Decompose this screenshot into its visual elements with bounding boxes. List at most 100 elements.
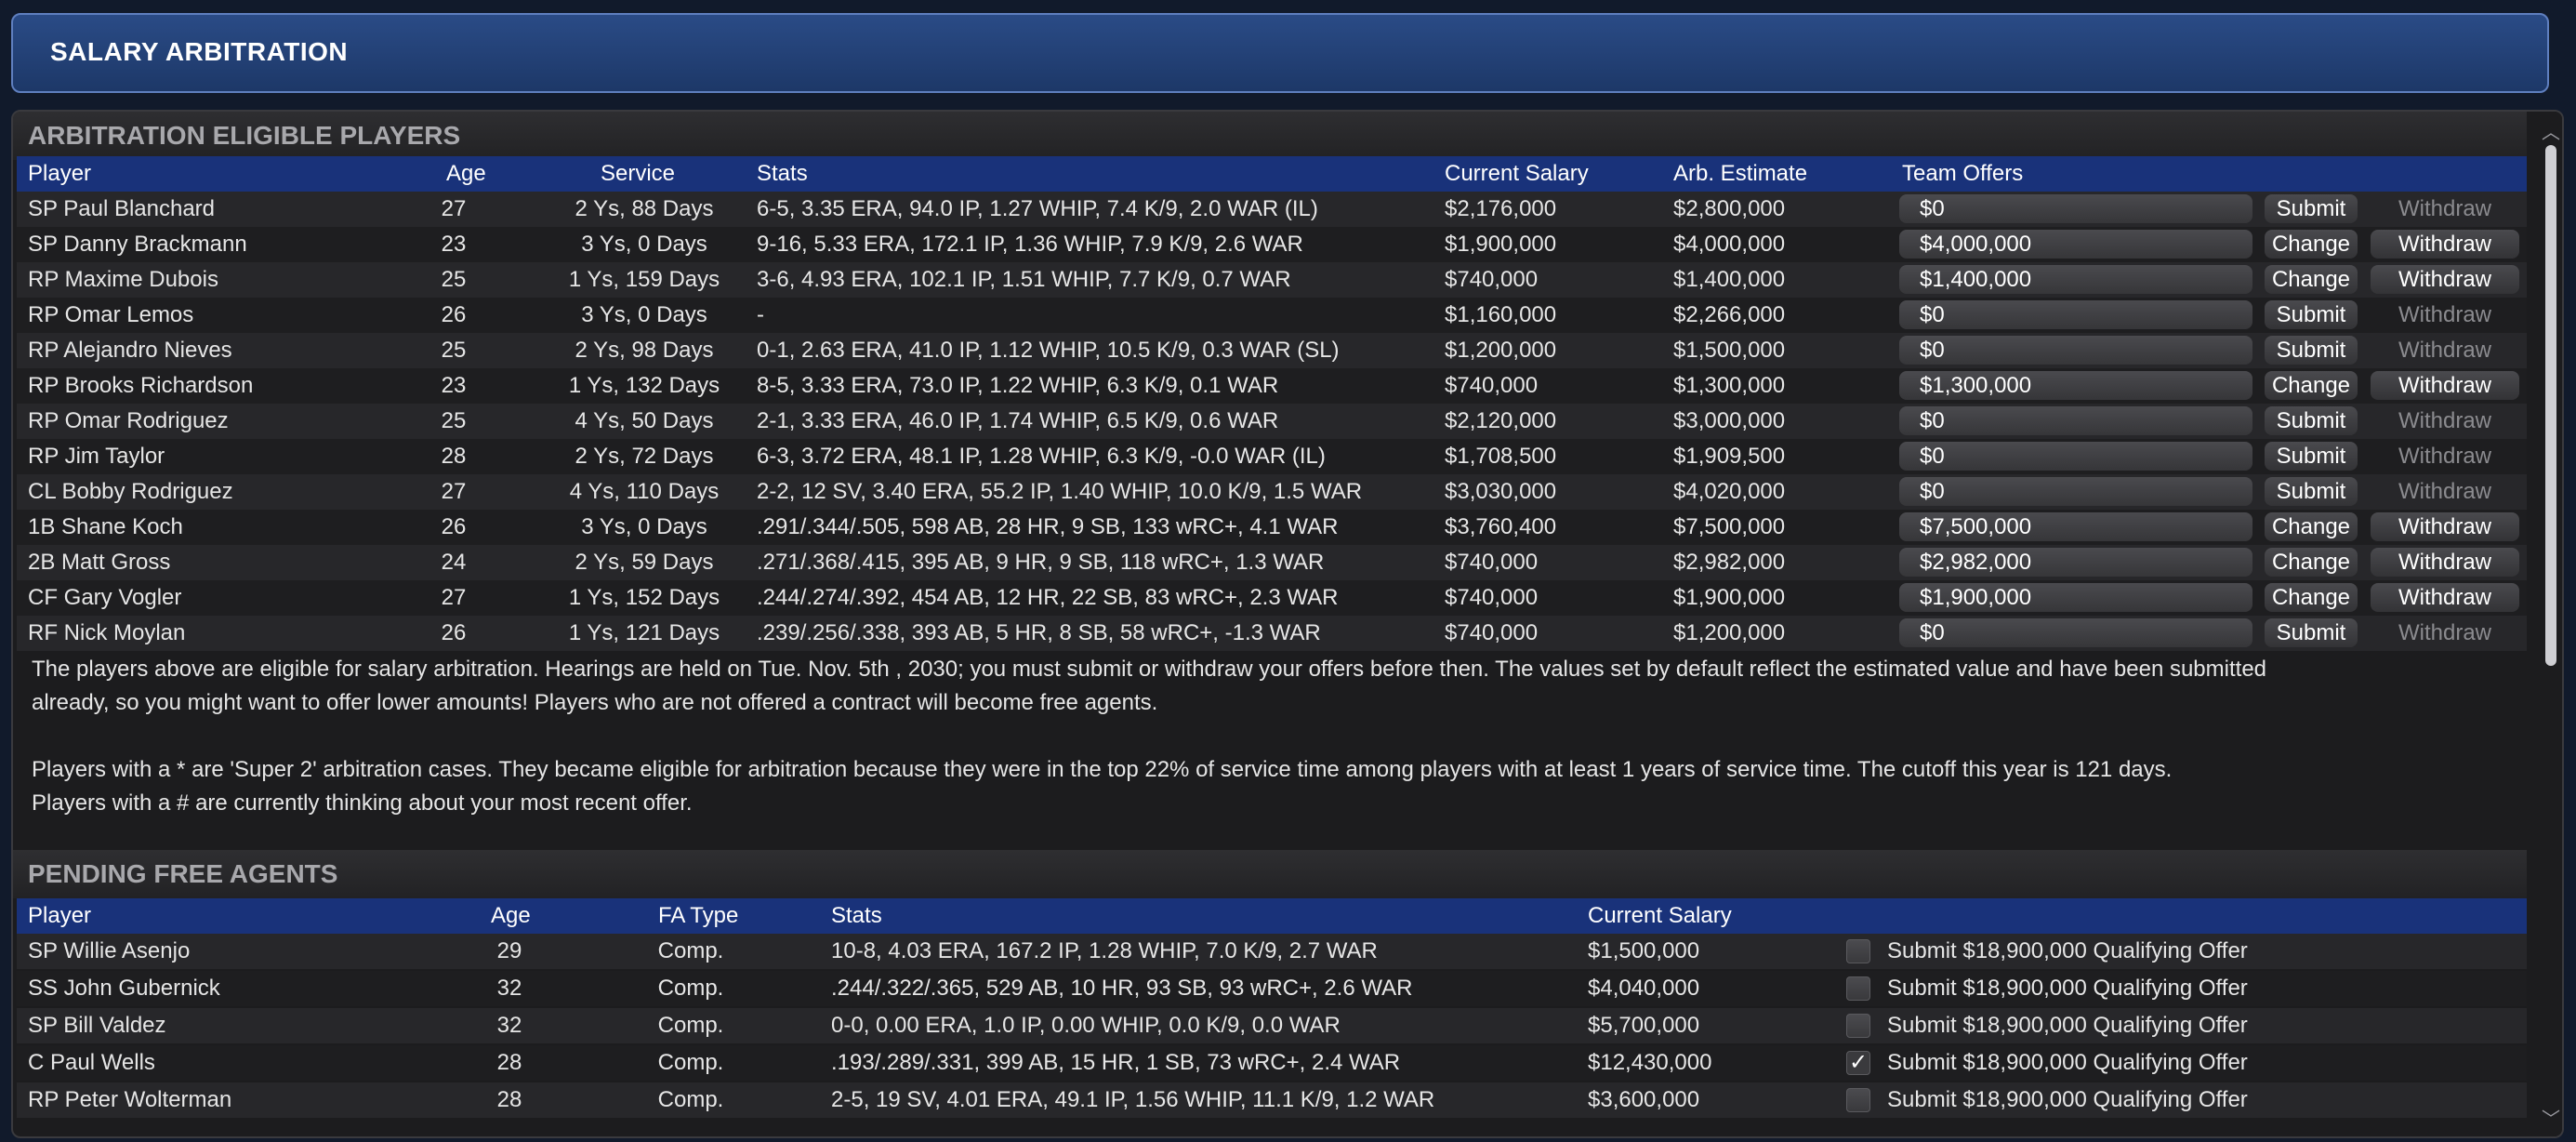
fa-col-current-salary[interactable]: Current Salary bbox=[1588, 903, 1732, 928]
arb-table-row[interactable]: RP Omar Lemos 26 3 Ys, 0 Days - $1,160,000 $2… bbox=[17, 298, 2527, 333]
withdraw-button[interactable]: Withdraw bbox=[2371, 265, 2519, 294]
qualifying-offer-label[interactable]: Submit $18,900,000 Qualifying Offer bbox=[1887, 976, 2248, 1001]
player-name[interactable]: SP Willie Asenjo bbox=[28, 938, 191, 963]
submit-button[interactable]: Submit bbox=[2265, 442, 2358, 471]
qualifying-offer-label[interactable]: Submit $18,900,000 Qualifying Offer bbox=[1887, 1013, 2248, 1038]
col-age[interactable]: Age bbox=[446, 161, 486, 186]
change-button[interactable]: Change bbox=[2265, 371, 2358, 400]
arb-table-row[interactable]: RP Omar Rodriguez 25 4 Ys, 50 Days 2-1, 3.3… bbox=[17, 404, 2527, 439]
qualifying-offer-checkbox[interactable] bbox=[1846, 939, 1870, 963]
team-offer-input[interactable]: $0 bbox=[1899, 336, 2252, 365]
player-name[interactable]: CF Gary Vogler bbox=[28, 585, 182, 610]
team-offer-input[interactable]: $0 bbox=[1899, 618, 2252, 647]
team-offer-input[interactable]: $7,500,000 bbox=[1899, 512, 2252, 541]
fa-col-fa-type[interactable]: FA Type bbox=[658, 903, 739, 928]
player-name[interactable]: 2B Matt Gross bbox=[28, 550, 171, 575]
scroll-thumb[interactable] bbox=[2545, 145, 2556, 666]
team-offer-input[interactable]: $1,900,000 bbox=[1899, 583, 2252, 612]
qualifying-offer-checkbox[interactable] bbox=[1846, 976, 1870, 1001]
col-player[interactable]: Player bbox=[28, 161, 92, 186]
current-salary: $2,120,000 bbox=[1445, 408, 1557, 433]
team-offer-input[interactable]: $0 bbox=[1899, 442, 2252, 471]
arb-table-row[interactable]: RP Alejandro Nieves 25 2 Ys, 98 Days 0-1, 2… bbox=[17, 333, 2527, 368]
change-button[interactable]: Change bbox=[2265, 512, 2358, 541]
player-name[interactable]: RP Jim Taylor bbox=[28, 444, 165, 469]
arb-table-row[interactable]: RP Jim Taylor 28 2 Ys, 72 Days 6-3, 3.72 ER… bbox=[17, 439, 2527, 474]
withdraw-button[interactable]: Withdraw bbox=[2371, 583, 2519, 612]
change-button[interactable]: Change bbox=[2265, 548, 2358, 577]
fa-table-row[interactable]: C Paul Wells 28 Comp. .193/.289/.331, 399 A… bbox=[17, 1045, 2527, 1081]
col-service[interactable]: Service bbox=[601, 161, 676, 186]
arb-estimate: $1,200,000 bbox=[1673, 620, 1786, 645]
qualifying-offer-label[interactable]: Submit $18,900,000 Qualifying Offer bbox=[1887, 1050, 2248, 1075]
fa-table-row[interactable]: SS John Gubernick 32 Comp. .244/.322/.365, … bbox=[17, 971, 2527, 1006]
player-name[interactable]: RF Nick Moylan bbox=[28, 620, 186, 645]
col-stats[interactable]: Stats bbox=[757, 161, 808, 186]
player-name[interactable]: SP Danny Brackmann bbox=[28, 232, 247, 257]
team-offer-input[interactable]: $0 bbox=[1899, 194, 2252, 223]
withdraw-button[interactable]: Withdraw bbox=[2371, 548, 2519, 577]
submit-button[interactable]: Submit bbox=[2265, 618, 2358, 647]
col-current-salary[interactable]: Current Salary bbox=[1445, 161, 1589, 186]
fa-table-row[interactable]: SP Willie Asenjo 29 Comp. 10-8, 4.03 ERA, 1… bbox=[17, 934, 2527, 969]
arb-table-row[interactable]: SP Paul Blanchard 27 2 Ys, 88 Days 6-5, 3.3… bbox=[17, 192, 2527, 227]
player-name[interactable]: SS John Gubernick bbox=[28, 976, 220, 1001]
submit-button[interactable]: Submit bbox=[2265, 477, 2358, 506]
current-salary: $5,700,000 bbox=[1588, 1013, 1700, 1038]
change-button[interactable]: Change bbox=[2265, 230, 2358, 259]
qualifying-offer-checkbox[interactable] bbox=[1846, 1088, 1870, 1112]
arb-table-row[interactable]: 1B Shane Koch 26 3 Ys, 0 Days .291/.344/.50… bbox=[17, 510, 2527, 545]
team-offer-input[interactable]: $2,982,000 bbox=[1899, 548, 2252, 577]
player-name[interactable]: 1B Shane Koch bbox=[28, 514, 183, 539]
team-offer-input[interactable]: $4,000,000 bbox=[1899, 230, 2252, 259]
submit-button[interactable]: Submit bbox=[2265, 406, 2358, 435]
player-name[interactable]: RP Omar Rodriguez bbox=[28, 408, 229, 433]
team-offer-input[interactable]: $0 bbox=[1899, 477, 2252, 506]
team-offer-input[interactable]: $0 bbox=[1899, 406, 2252, 435]
qualifying-offer-label[interactable]: Submit $18,900,000 Qualifying Offer bbox=[1887, 938, 2248, 963]
arb-table-row[interactable]: CF Gary Vogler 27 1 Ys, 152 Days .244/.274/… bbox=[17, 580, 2527, 616]
withdraw-button[interactable]: Withdraw bbox=[2371, 230, 2519, 259]
fa-col-stats[interactable]: Stats bbox=[831, 903, 882, 928]
player-name[interactable]: CL Bobby Rodriguez bbox=[28, 479, 233, 504]
player-name[interactable]: RP Alejandro Nieves bbox=[28, 338, 232, 363]
col-arb-estimate[interactable]: Arb. Estimate bbox=[1673, 161, 1808, 186]
withdraw-button[interactable]: Withdraw bbox=[2371, 512, 2519, 541]
current-salary: $1,708,500 bbox=[1445, 444, 1557, 469]
withdraw-button[interactable]: Withdraw bbox=[2371, 371, 2519, 400]
fa-table-row[interactable]: SP Bill Valdez 32 Comp. 0-0, 0.00 ERA, 1.0 … bbox=[17, 1008, 2527, 1043]
change-button[interactable]: Change bbox=[2265, 583, 2358, 612]
fa-table-row[interactable]: RP Peter Wolterman 28 Comp. 2-5, 19 SV, 4.0… bbox=[17, 1082, 2527, 1118]
player-name[interactable]: SP Bill Valdez bbox=[28, 1013, 166, 1038]
qualifying-offer-label[interactable]: Submit $18,900,000 Qualifying Offer bbox=[1887, 1087, 2248, 1112]
current-salary: $1,160,000 bbox=[1445, 302, 1557, 327]
fa-col-age[interactable]: Age bbox=[491, 903, 531, 928]
submit-button[interactable]: Submit bbox=[2265, 300, 2358, 329]
team-offer-input[interactable]: $1,400,000 bbox=[1899, 265, 2252, 294]
fa-col-player[interactable]: Player bbox=[28, 903, 92, 928]
arb-table-row[interactable]: 2B Matt Gross 24 2 Ys, 59 Days .271/.368/.4… bbox=[17, 545, 2527, 580]
player-age: 32 bbox=[496, 976, 522, 1001]
player-name[interactable]: RP Peter Wolterman bbox=[28, 1087, 232, 1112]
arb-table-row[interactable]: CL Bobby Rodriguez 27 4 Ys, 110 Days 2-2, 1… bbox=[17, 474, 2527, 510]
arb-table-row[interactable]: RF Nick Moylan 26 1 Ys, 121 Days .239/.256/… bbox=[17, 616, 2527, 651]
scrollbar[interactable]: ︿ ﹀ bbox=[2538, 112, 2562, 1136]
arb-table-row[interactable]: RP Maxime Dubois 25 1 Ys, 159 Days 3-6, 4.9… bbox=[17, 262, 2527, 298]
player-name[interactable]: RP Omar Lemos bbox=[28, 302, 194, 327]
scroll-up-icon[interactable]: ︿ bbox=[2542, 123, 2560, 143]
col-team-offers[interactable]: Team Offers bbox=[1902, 161, 2024, 186]
change-button[interactable]: Change bbox=[2265, 265, 2358, 294]
arb-table-row[interactable]: RP Brooks Richardson 23 1 Ys, 132 Days 8-5,… bbox=[17, 368, 2527, 404]
player-name[interactable]: C Paul Wells bbox=[28, 1050, 155, 1075]
qualifying-offer-checkbox[interactable]: ✓ bbox=[1846, 1051, 1870, 1075]
team-offer-input[interactable]: $0 bbox=[1899, 300, 2252, 329]
player-name[interactable]: RP Maxime Dubois bbox=[28, 267, 218, 292]
scroll-down-icon[interactable]: ﹀ bbox=[2542, 1109, 2560, 1130]
arb-table-row[interactable]: SP Danny Brackmann 23 3 Ys, 0 Days 9-16, 5.… bbox=[17, 227, 2527, 262]
submit-button[interactable]: Submit bbox=[2265, 194, 2358, 223]
qualifying-offer-checkbox[interactable] bbox=[1846, 1014, 1870, 1038]
team-offer-input[interactable]: $1,300,000 bbox=[1899, 371, 2252, 400]
player-name[interactable]: SP Paul Blanchard bbox=[28, 196, 216, 221]
submit-button[interactable]: Submit bbox=[2265, 336, 2358, 365]
player-name[interactable]: RP Brooks Richardson bbox=[28, 373, 254, 398]
